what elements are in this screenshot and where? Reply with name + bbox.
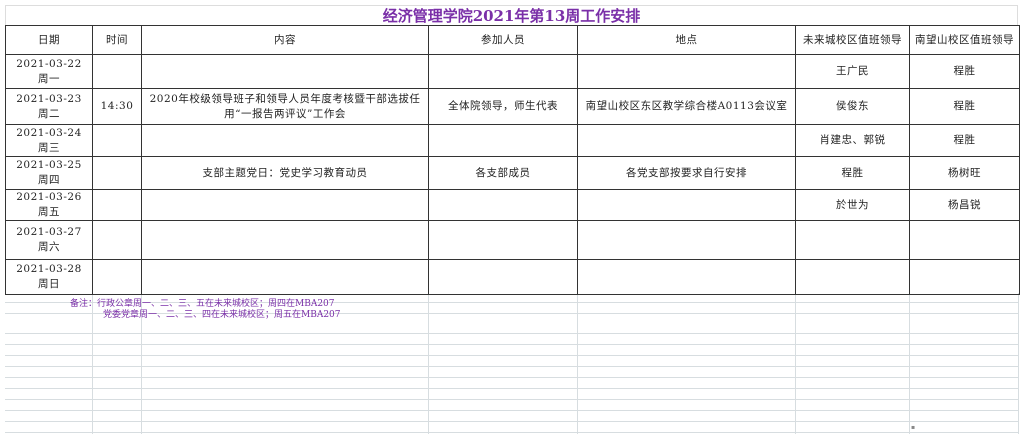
header-content[interactable]: 内容 <box>141 25 429 55</box>
header-nanwangshan-leader[interactable]: 南望山校区值班领导 <box>909 25 1020 55</box>
grid-line <box>1018 293 1019 434</box>
date: 2021-03-27 <box>16 226 82 238</box>
location-cell[interactable] <box>577 124 796 157</box>
table-row: 2021-03-22 周一 王广民 程胜 <box>5 54 1020 89</box>
weekday: 周三 <box>38 141 60 154</box>
date: 2021-03-25 <box>16 159 82 171</box>
table-row: 2021-03-23 周二 14:30 2020年校级领导班子和领导人员年度考核暨干部… <box>5 88 1020 125</box>
header-time[interactable]: 时间 <box>92 25 142 55</box>
table-row: 2021-03-27 周六 <box>5 220 1020 260</box>
nanwangshan-leader-cell[interactable]: 杨树旺 <box>909 156 1020 190</box>
cell-marker: ▪ <box>911 424 916 431</box>
content-cell[interactable] <box>141 54 429 89</box>
header-location[interactable]: 地点 <box>577 25 796 55</box>
participants-cell[interactable] <box>428 259 578 295</box>
participants-cell[interactable]: 各支部成员 <box>428 156 578 190</box>
note-line[interactable]: 备注：行政公章周一、二、三、五在未来城校区；周四在MBA207 <box>70 299 335 309</box>
grid-line <box>795 293 796 434</box>
participants-cell[interactable] <box>428 189 578 221</box>
date-cell[interactable]: 2021-03-22 周一 <box>5 54 93 89</box>
nanwangshan-leader-cell[interactable]: 程胜 <box>909 54 1020 89</box>
location-cell[interactable] <box>577 54 796 89</box>
notes: 备注：行政公章周一、二、三、五在未来城校区；周四在MBA207 党委党章周一、二… <box>70 299 341 321</box>
nanwangshan-leader-cell[interactable]: 程胜 <box>909 124 1020 157</box>
date: 2021-03-23 <box>16 92 82 105</box>
weilaicheng-leader-cell[interactable]: 王广民 <box>795 54 910 89</box>
date: 2021-03-26 <box>16 191 82 203</box>
note-line[interactable]: 党委党章周一、二、三、四在未来城校区；周五在MBA207 <box>103 310 341 320</box>
schedule-table: 日期 时间 内容 参加人员 地点 未来城校区值班领导 南望山校区值班领导 202… <box>5 25 1020 295</box>
weilaicheng-leader-cell[interactable]: 侯俊东 <box>795 88 910 125</box>
grid-line <box>92 293 93 434</box>
time-cell[interactable]: 14:30 <box>92 88 142 125</box>
date-cell[interactable]: 2021-03-23 周二 <box>5 88 93 125</box>
grid-line <box>909 293 910 434</box>
date: 2021-03-22 <box>16 57 82 70</box>
content-cell[interactable] <box>141 189 429 221</box>
content-cell[interactable] <box>141 259 429 295</box>
date: 2021-03-24 <box>16 126 82 139</box>
weilaicheng-leader-cell[interactable]: 肖建忠、郭锐 <box>795 124 910 157</box>
table-row: 2021-03-25 周四 支部主题党日：党史学习教育动员 各支部成员 各党支部按要求自… <box>5 156 1020 190</box>
grid-line <box>428 293 429 434</box>
table-row: 2021-03-24 周三 肖建忠、郭锐 程胜 <box>5 124 1020 157</box>
weilaicheng-leader-cell[interactable]: 於世为 <box>795 189 910 221</box>
location-cell[interactable]: 各党支部按要求自行安排 <box>577 156 796 190</box>
nanwangshan-leader-cell[interactable] <box>909 259 1020 295</box>
time-cell[interactable] <box>92 124 142 157</box>
weekday: 周五 <box>38 206 60 218</box>
table-row: 2021-03-28 周日 <box>5 259 1020 295</box>
weilaicheng-leader-cell[interactable]: 程胜 <box>795 156 910 190</box>
weekday: 周日 <box>38 278 60 290</box>
date-cell[interactable]: 2021-03-24 周三 <box>5 124 93 157</box>
content-cell[interactable]: 2020年校级领导班子和领导人员年度考核暨干部选拔任用“一报告两评议”工作会 <box>141 88 429 125</box>
nanwangshan-leader-cell[interactable]: 程胜 <box>909 88 1020 125</box>
content-cell[interactable]: 支部主题党日：党史学习教育动员 <box>141 156 429 190</box>
date-cell[interactable]: 2021-03-25 周四 <box>5 156 93 190</box>
header-date[interactable]: 日期 <box>5 25 93 55</box>
content-cell[interactable] <box>141 124 429 157</box>
time-cell[interactable] <box>92 189 142 221</box>
header-participants[interactable]: 参加人员 <box>428 25 578 55</box>
weilaicheng-leader-cell[interactable] <box>795 220 910 260</box>
weilaicheng-leader-cell[interactable] <box>795 259 910 295</box>
participants-cell[interactable] <box>428 220 578 260</box>
location-cell[interactable] <box>577 220 796 260</box>
participants-cell[interactable] <box>428 124 578 157</box>
grid-line <box>577 293 578 434</box>
time-cell[interactable] <box>92 259 142 295</box>
nanwangshan-leader-cell[interactable]: 杨昌锐 <box>909 189 1020 221</box>
date: 2021-03-28 <box>16 263 82 275</box>
location-cell[interactable] <box>577 259 796 295</box>
table-row: 2021-03-26 周五 於世为 杨昌锐 <box>5 189 1020 221</box>
location-cell[interactable]: 南望山校区东区教学综合楼A0113会议室 <box>577 88 796 125</box>
date-cell[interactable]: 2021-03-27 周六 <box>5 220 93 260</box>
date-cell[interactable]: 2021-03-28 周日 <box>5 259 93 295</box>
header-weilaicheng-leader[interactable]: 未来城校区值班领导 <box>795 25 910 55</box>
time-cell[interactable] <box>92 220 142 260</box>
participants-cell[interactable] <box>428 54 578 89</box>
content-cell[interactable] <box>141 220 429 260</box>
sheet-title: 经济管理学院2021年第13周工作安排 <box>5 5 1018 25</box>
time-cell[interactable] <box>92 156 142 190</box>
header-row: 日期 时间 内容 参加人员 地点 未来城校区值班领导 南望山校区值班领导 <box>5 25 1020 55</box>
participants-cell[interactable]: 全体院领导，师生代表 <box>428 88 578 125</box>
grid-line <box>141 293 142 434</box>
weekday: 周二 <box>38 107 60 120</box>
location-cell[interactable] <box>577 189 796 221</box>
empty-sheet-grid <box>5 293 1018 434</box>
weekday: 周六 <box>38 241 60 253</box>
nanwangshan-leader-cell[interactable] <box>909 220 1020 260</box>
weekday: 周四 <box>38 174 60 186</box>
date-cell[interactable]: 2021-03-26 周五 <box>5 189 93 221</box>
weekday: 周一 <box>38 72 60 85</box>
time-cell[interactable] <box>92 54 142 89</box>
